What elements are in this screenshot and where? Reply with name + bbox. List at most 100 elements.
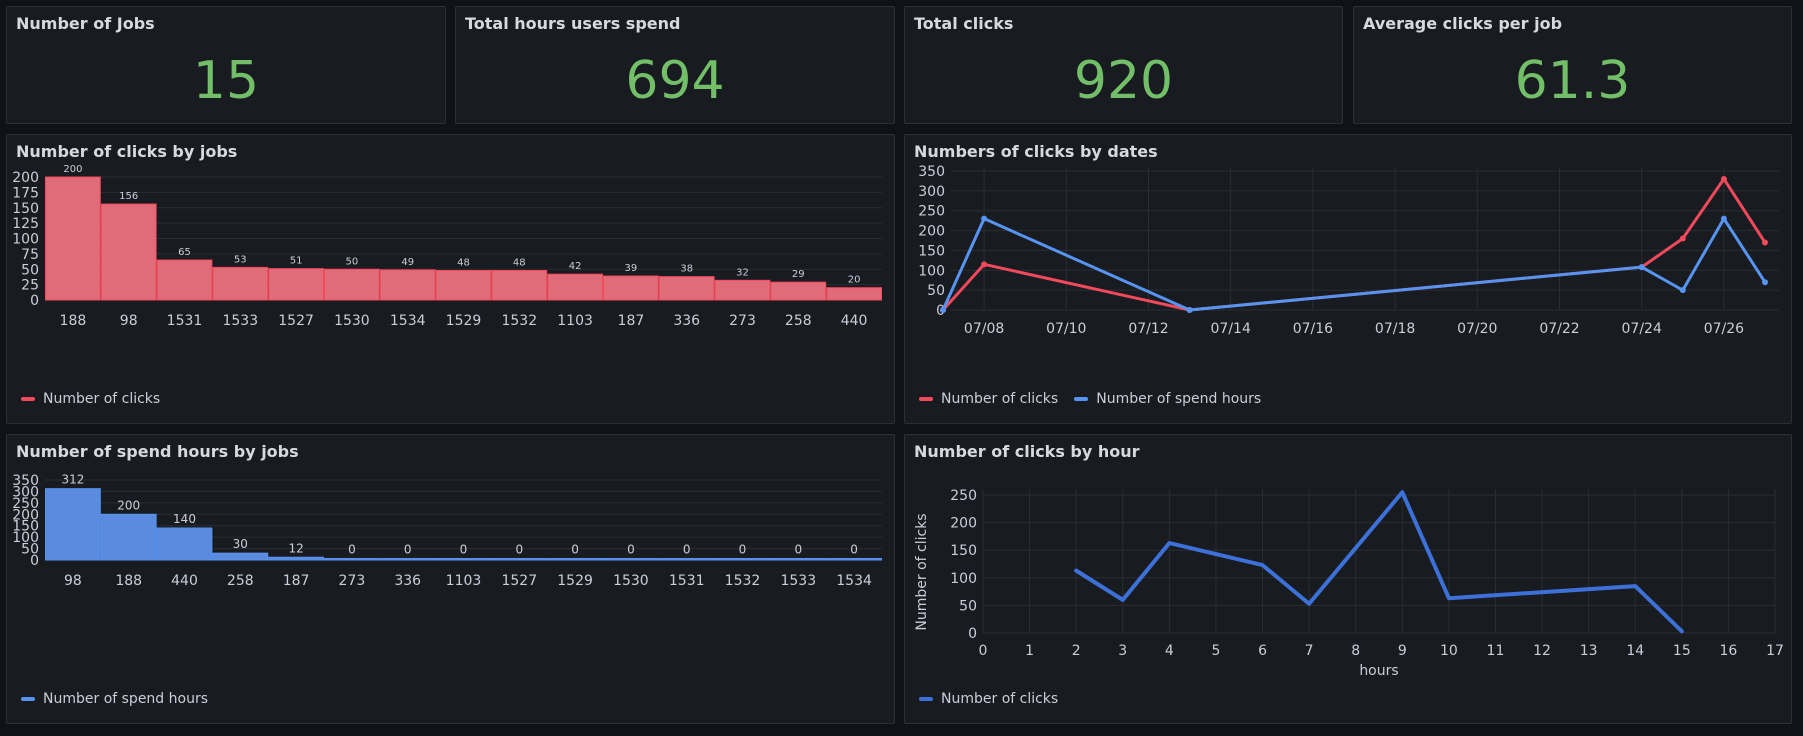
x-tick-label: 440 — [841, 313, 868, 329]
y-tick-label: 200 — [918, 224, 945, 240]
x-tick-label: 3 — [1118, 643, 1127, 659]
x-tick-label: 15 — [1673, 643, 1691, 659]
panel-title: Number of Jobs — [16, 14, 155, 33]
x-tick-label: 273 — [729, 313, 756, 329]
panel-title: Number of clicks by jobs — [16, 142, 238, 161]
bar-value-label: 0 — [348, 543, 356, 557]
bar — [45, 176, 101, 301]
x-tick-label: 188 — [60, 313, 87, 329]
bar-value-label: 312 — [61, 473, 84, 487]
y-tick-label: 300 — [12, 484, 39, 500]
x-tick-label: 1103 — [446, 573, 482, 589]
legend-swatch — [1074, 397, 1089, 401]
bar-value-label: 0 — [850, 543, 858, 557]
clicks-by-hour-panel[interactable]: Number of clicks by hour 0 50 100 150 200 250… — [904, 434, 1792, 724]
bar-value-label: 39 — [625, 263, 638, 274]
x-tick-label: 1529 — [557, 573, 593, 589]
bar — [547, 273, 604, 301]
x-tick-label: 07/24 — [1622, 321, 1662, 337]
legend-label: Number of clicks — [941, 691, 1059, 707]
bar — [100, 203, 157, 301]
x-tick-label: 1527 — [278, 313, 314, 329]
stat-value: 694 — [625, 51, 725, 111]
bar-value-label: 50 — [346, 256, 359, 267]
x-tick-label: 2 — [1072, 643, 1081, 659]
bar — [45, 488, 101, 561]
stat-value: 15 — [192, 51, 260, 111]
x-tick-label: 1530 — [613, 573, 649, 589]
bar-value-label: 38 — [680, 264, 693, 275]
bar-value-label: 48 — [513, 257, 526, 268]
stat-panel-clicks[interactable]: Total clicks 920 — [904, 6, 1343, 124]
y-tick-label: 50 — [21, 262, 39, 278]
x-tick-label: 336 — [394, 573, 421, 589]
bar-value-label: 29 — [792, 269, 805, 280]
x-tick-label: 1533 — [780, 573, 816, 589]
y-tick-label: 100 — [950, 571, 977, 587]
chart-legend[interactable]: Number of clicks Number of spend hours — [919, 391, 1277, 407]
bar-value-label: 200 — [63, 164, 82, 175]
stat-panel-avg-clicks[interactable]: Average clicks per job 61.3 — [1353, 6, 1792, 124]
bar-value-label: 0 — [571, 543, 579, 557]
x-tick-label: 187 — [283, 573, 310, 589]
y-tick-label: 150 — [918, 243, 945, 259]
panel-title: Average clicks per job — [1363, 14, 1563, 33]
x-tick-label: 1531 — [167, 313, 203, 329]
bar-value-label: 32 — [736, 267, 749, 278]
data-point — [1762, 279, 1768, 286]
x-tick-label: 12 — [1533, 643, 1551, 659]
x-tick-label: 1533 — [222, 313, 258, 329]
y-tick-label: 250 — [950, 488, 977, 504]
x-tick-label: 5 — [1211, 643, 1220, 659]
chart-legend[interactable]: Number of clicks — [919, 691, 1074, 707]
chart-legend[interactable]: Number of clicks — [21, 391, 176, 407]
bar — [212, 266, 269, 301]
x-tick-label: 9 — [1398, 643, 1407, 659]
y-tick-label: 100 — [12, 530, 39, 546]
x-tick-label: 4 — [1165, 643, 1174, 659]
legend-swatch — [919, 397, 933, 401]
bar — [603, 558, 659, 561]
y-tick-label: 200 — [12, 507, 39, 523]
bar — [770, 281, 827, 301]
y-tick-label: 250 — [918, 204, 945, 220]
y-tick-label: 25 — [21, 278, 39, 294]
bar-value-label: 156 — [119, 191, 138, 202]
bar-value-label: 12 — [288, 541, 303, 555]
bar — [324, 558, 380, 561]
bar-value-label: 200 — [117, 498, 140, 512]
bar — [268, 556, 325, 561]
x-tick-label: 10 — [1440, 643, 1458, 659]
bar-value-label: 140 — [173, 512, 196, 526]
clicks-by-dates-panel[interactable]: Numbers of clicks by dates 0501001502002… — [904, 134, 1792, 424]
bar-value-label: 0 — [794, 543, 802, 557]
stat-panel-jobs[interactable]: Number of Jobs 15 — [6, 6, 446, 124]
clicks-by-jobs-panel[interactable]: Number of clicks by jobs 0 25 50 75 100 125 15… — [6, 134, 895, 424]
bar-value-label: 0 — [627, 543, 635, 557]
x-tick-label: 98 — [64, 573, 82, 589]
x-tick-label: 273 — [339, 573, 366, 589]
bar — [435, 558, 492, 561]
bar-value-label: 0 — [739, 543, 747, 557]
stat-panel-hours[interactable]: Total hours users spend 694 — [455, 6, 895, 124]
legend-swatch — [21, 397, 35, 401]
legend-label: Number of spend hours — [43, 691, 208, 707]
bar — [156, 259, 213, 301]
y-tick-label: 0 — [30, 553, 39, 569]
clicks-by-jobs-chart: 0255075100125150175200200188156986515315… — [12, 164, 883, 329]
x-tick-label: 187 — [618, 313, 645, 329]
chart-legend[interactable]: Number of spend hours — [21, 691, 224, 707]
spend-hours-by-jobs-panel[interactable]: Number of spend hours by jobs 0 50 100 150 2… — [6, 434, 895, 724]
x-tick-label: 07/12 — [1128, 321, 1168, 337]
y-tick-label: 250 — [12, 496, 39, 512]
panel-title: Number of clicks by hour — [914, 442, 1140, 461]
x-tick-label: 188 — [115, 573, 142, 589]
bar — [268, 268, 325, 301]
bar — [547, 558, 604, 561]
x-tick-label: 7 — [1305, 643, 1314, 659]
bar — [491, 269, 548, 301]
bar — [770, 558, 827, 561]
x-tick-label: 07/18 — [1375, 321, 1415, 337]
y-tick-label: 200 — [950, 516, 977, 532]
